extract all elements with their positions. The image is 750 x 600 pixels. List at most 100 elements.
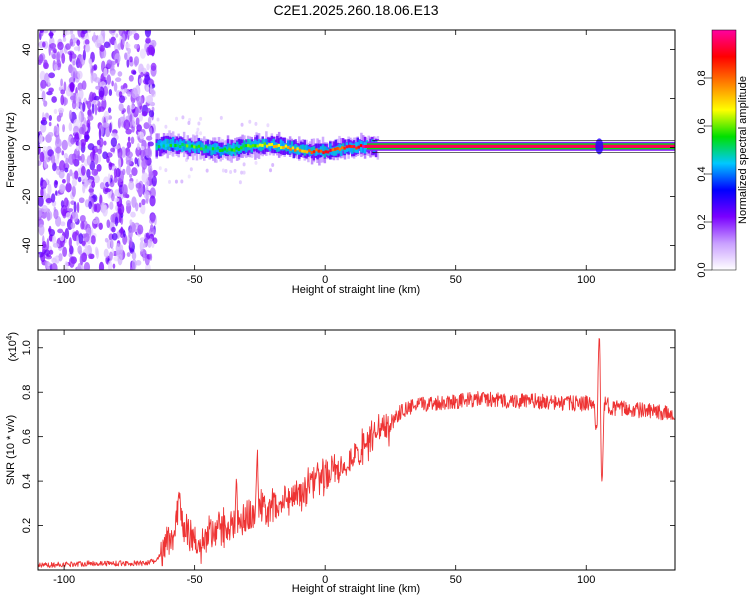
noise-cell [132, 115, 135, 127]
noise-cell [115, 77, 122, 83]
noise-cell [151, 175, 157, 187]
ridge-core-cell [223, 147, 227, 151]
noise-speck [240, 170, 244, 175]
noise-cell [61, 179, 66, 184]
noise-cell [46, 211, 51, 222]
noise-cell [138, 202, 142, 208]
noise-speck [181, 115, 185, 120]
noise-cell [69, 51, 73, 63]
ridge-core-cell [225, 149, 229, 153]
noise-cell [115, 59, 118, 64]
noise-cell [39, 123, 47, 133]
ridge-halo-cell [254, 139, 257, 149]
colorbar-tick-label: 0.8 [696, 70, 708, 85]
noise-cell [42, 30, 49, 34]
noise-cell [91, 168, 99, 176]
ridge-core-cell [317, 149, 321, 153]
noise-cell [141, 198, 146, 206]
noise-cell [127, 30, 133, 36]
x-tick-label: -100 [53, 574, 75, 586]
noise-speck [199, 131, 203, 136]
noise-cell [42, 180, 47, 188]
ridge-core-cell [280, 146, 283, 150]
noise-cell [56, 51, 61, 64]
noise-cell [82, 49, 86, 61]
noise-cell [52, 235, 57, 245]
ridge-core-cell [171, 143, 175, 147]
ridge-halo-cell [157, 140, 160, 149]
ridge-halo-cell [232, 142, 235, 155]
noise-cell [55, 190, 58, 196]
ridge-halo-cell [330, 147, 334, 156]
noise-cell [40, 119, 48, 126]
noise-cell [108, 89, 113, 96]
noise-cell [43, 158, 48, 169]
ridge-core-cell [301, 149, 304, 153]
noise-cell [48, 225, 52, 234]
noise-cell [65, 157, 69, 166]
ridge-halo-cell [299, 144, 303, 153]
noise-cell [68, 77, 75, 85]
ridge-core-cell [305, 150, 309, 154]
noise-cell [114, 216, 119, 227]
ridge-core-cell [230, 148, 234, 152]
noise-cell [130, 211, 136, 218]
noise-cell [123, 230, 126, 238]
ridge-core-cell [310, 151, 313, 155]
noise-cell [150, 213, 156, 224]
noise-cell [73, 125, 80, 134]
noise-cell [96, 163, 102, 172]
noise-cell [69, 38, 74, 47]
noise-cell [77, 176, 82, 183]
noise-cell [150, 62, 157, 71]
noise-cell [64, 260, 69, 270]
x-tick-label: 100 [577, 574, 595, 586]
noise-cell [72, 172, 75, 180]
noise-cell [110, 70, 116, 76]
noise-cell [41, 90, 46, 103]
noise-speck [229, 169, 233, 174]
ridge-halo-cell [287, 140, 290, 152]
noise-cell [104, 237, 109, 243]
noise-cell [136, 124, 142, 132]
noise-cell [54, 138, 62, 148]
noise-cell [112, 263, 116, 269]
noise-cell [117, 157, 122, 170]
noise-cell [79, 214, 86, 223]
noise-cell [138, 113, 144, 122]
noise-cell [135, 146, 142, 157]
noise-cell [77, 70, 83, 80]
ridge-core-cell [296, 147, 299, 151]
noise-cell [135, 259, 142, 266]
noise-cell [38, 149, 41, 155]
noise-cell [116, 43, 120, 50]
noise-cell [120, 85, 125, 90]
noise-cell [50, 30, 57, 33]
ridge-core-cell [336, 146, 339, 150]
ridge-halo-cell [334, 146, 338, 156]
noise-cell [70, 222, 76, 229]
noise-cell [117, 177, 122, 183]
snr-y-ticks: 0.2 0.4 0.6 0.8 1.0 [21, 340, 675, 533]
x-tick-label: 100 [577, 274, 595, 286]
noise-cell [76, 201, 80, 214]
ridge-core-cell [308, 149, 311, 153]
noise-cell [141, 158, 148, 170]
noise-cell [56, 62, 61, 68]
noise-cell [95, 85, 101, 90]
noise-cell [115, 33, 119, 38]
noise-cell [149, 195, 156, 207]
noise-speck [242, 162, 246, 167]
noise-cell [113, 82, 118, 92]
ridge-core-cell [268, 143, 271, 147]
ridge-core-cell [298, 148, 302, 152]
noise-cell [91, 99, 99, 105]
noise-cell [86, 168, 91, 178]
snr-background [38, 330, 675, 570]
ridge-core-cell [209, 147, 212, 151]
noise-cell [129, 56, 133, 63]
noise-cell [129, 237, 133, 248]
ridge-halo-cell [265, 138, 268, 149]
noise-cell [127, 47, 131, 55]
noise-speck [221, 168, 225, 173]
